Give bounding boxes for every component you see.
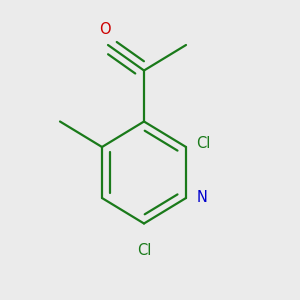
Text: N: N: [196, 190, 207, 206]
Text: Cl: Cl: [196, 136, 211, 152]
Text: O: O: [99, 22, 111, 38]
Text: Cl: Cl: [137, 243, 151, 258]
